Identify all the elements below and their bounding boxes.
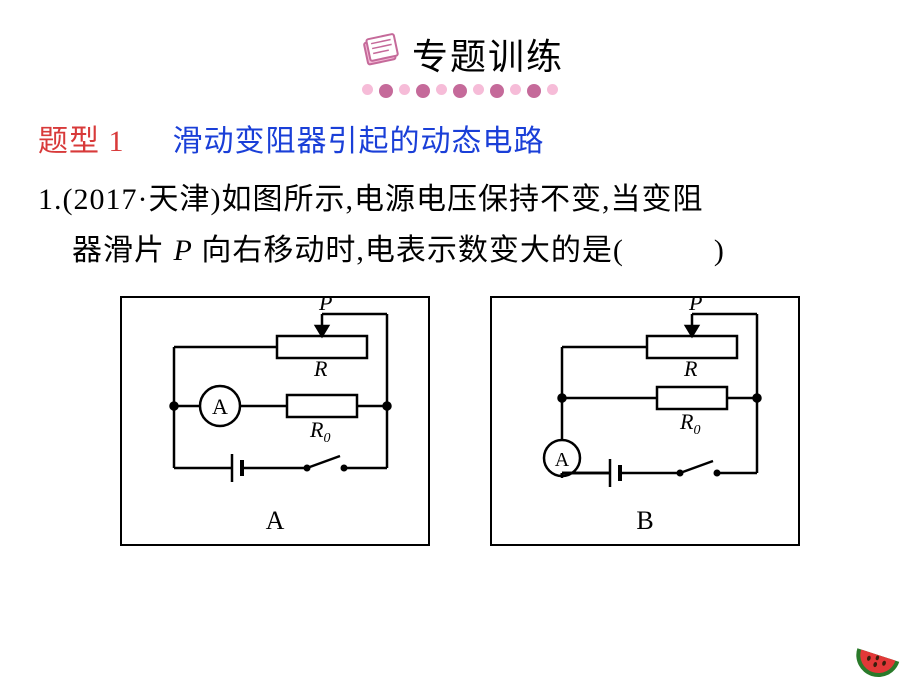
divider-dot (473, 84, 484, 95)
watermelon-icon (850, 631, 906, 686)
divider-dot (416, 84, 430, 98)
question-line2c: ) (714, 234, 725, 267)
divider-dot (527, 84, 541, 98)
dots-divider (0, 84, 920, 98)
header-row: 专题训练 (0, 28, 920, 80)
books-icon (356, 30, 404, 79)
label-p-a: P (318, 298, 332, 315)
diagrams-row: P R A R0 A (0, 296, 920, 546)
question-text: 1.(2017·天津)如图所示,电源电压保持不变,当变阻 器滑片 P 向右移动时… (38, 174, 870, 276)
question-line1: 如图所示,电源电压保持不变,当变阻 (221, 183, 703, 216)
divider-dot (453, 84, 467, 98)
circuit-diagram-b: P R A R0 B (490, 296, 800, 546)
question-line2a: 器滑片 (72, 234, 174, 267)
header-title: 专题训练 (412, 28, 564, 80)
label-p-b: P (688, 298, 702, 315)
label-r-a: R (313, 356, 328, 381)
divider-dot (399, 84, 410, 95)
ammeter-label-a: A (212, 394, 228, 419)
circuit-diagram-a: P R A R0 A (120, 296, 430, 546)
diagram-label-a: A (266, 506, 285, 536)
label-r0-b: R0 (679, 409, 700, 438)
variable-p: P (174, 234, 193, 267)
divider-dot (490, 84, 504, 98)
answer-blank (630, 236, 708, 270)
question-line2b: 向右移动时,电表示数变大的是( (193, 234, 624, 267)
ammeter-label-b: A (555, 449, 570, 471)
section-heading: 题型 1 滑动变阻器引起的动态电路 (38, 116, 920, 160)
question-number: 1. (38, 183, 63, 216)
page-header: 专题训练 (0, 0, 920, 98)
divider-dot (379, 84, 393, 98)
section-title: 滑动变阻器引起的动态电路 (173, 125, 545, 158)
divider-dot (362, 84, 373, 95)
section-prefix: 题型 1 (38, 125, 125, 158)
divider-dot (510, 84, 521, 95)
diagram-label-b: B (636, 506, 653, 536)
question-source: (2017·天津) (63, 183, 222, 216)
label-r0-a: R0 (309, 417, 330, 446)
divider-dot (547, 84, 558, 95)
label-r-b: R (683, 356, 698, 381)
divider-dot (436, 84, 447, 95)
